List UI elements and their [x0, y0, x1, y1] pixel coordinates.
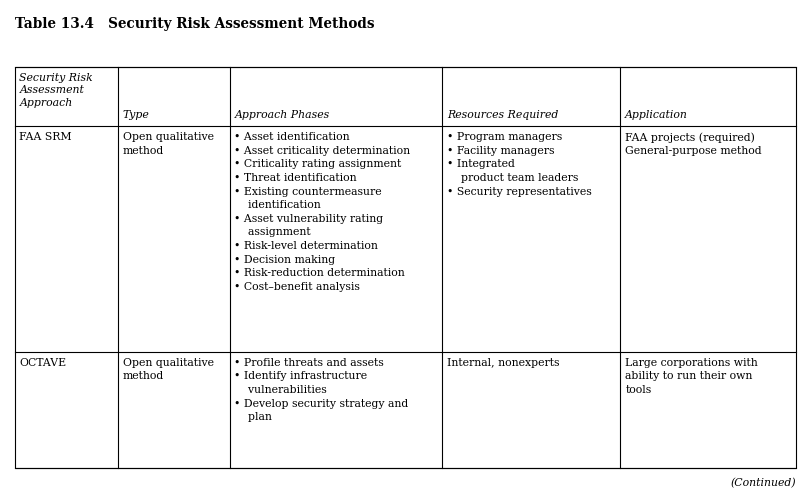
Text: Type: Type [123, 110, 149, 120]
Text: (Continued): (Continued) [731, 478, 796, 488]
Text: Internal, nonexperts: Internal, nonexperts [447, 358, 559, 368]
Text: FAA projects (required)
General-purpose method: FAA projects (required) General-purpose … [625, 132, 762, 156]
Text: • Asset identification
• Asset criticality determination
• Criticality rating as: • Asset identification • Asset criticali… [235, 132, 410, 292]
Text: Large corporations with
ability to run their own
tools: Large corporations with ability to run t… [625, 358, 758, 395]
Text: Open qualitative
method: Open qualitative method [123, 358, 214, 382]
Text: Application: Application [625, 110, 688, 120]
Text: Table 13.4   Security Risk Assessment Methods: Table 13.4 Security Risk Assessment Meth… [15, 17, 374, 31]
Text: Open qualitative
method: Open qualitative method [123, 132, 214, 156]
Text: • Program managers
• Facility managers
• Integrated
    product team leaders
• S: • Program managers • Facility managers •… [447, 132, 592, 197]
Text: Resources Required: Resources Required [447, 110, 559, 120]
Text: • Profile threats and assets
• Identify infrastructure
    vulnerabilities
• Dev: • Profile threats and assets • Identify … [235, 358, 409, 422]
Text: Security Risk
Assessment
Approach: Security Risk Assessment Approach [19, 73, 93, 107]
Text: OCTAVE: OCTAVE [19, 358, 66, 368]
Text: Approach Phases: Approach Phases [235, 110, 330, 120]
Bar [15, 67, 796, 468]
Text: FAA SRM: FAA SRM [19, 132, 72, 142]
